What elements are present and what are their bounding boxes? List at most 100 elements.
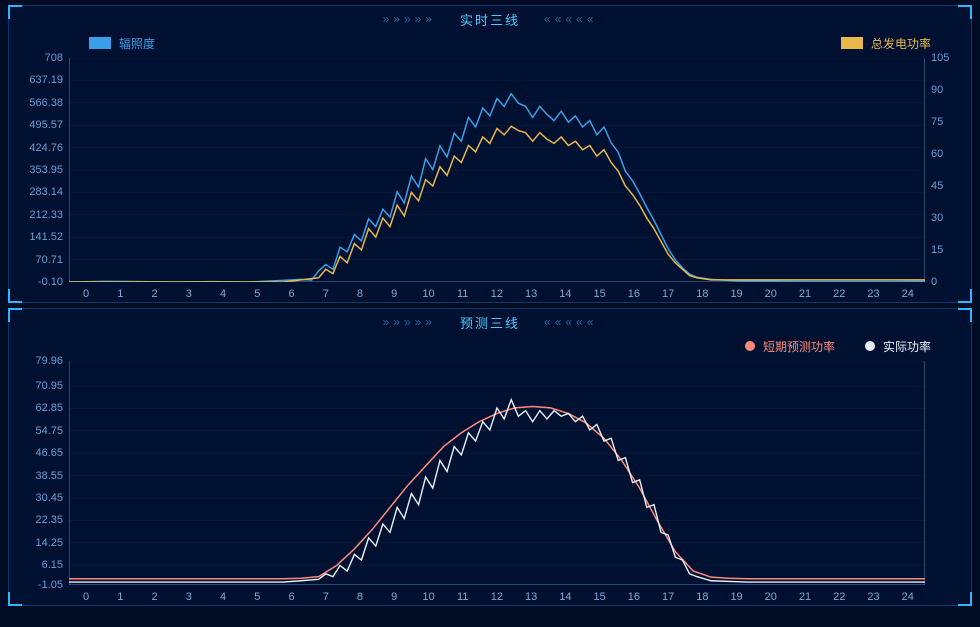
y-tick-label: 424.76 xyxy=(15,142,69,154)
x-tick-label: 5 xyxy=(240,591,274,603)
x-tick-label: 1 xyxy=(103,591,137,603)
y-tick-label: 62.85 xyxy=(15,402,69,414)
x-tick-label: 20 xyxy=(754,591,788,603)
y-tick-label: 105 xyxy=(925,52,965,64)
line-chart xyxy=(69,361,925,585)
y-tick-label: 45 xyxy=(925,180,965,192)
x-tick-label: 10 xyxy=(411,288,445,300)
y-tick-label: 22.35 xyxy=(15,514,69,526)
x-tick-label: 13 xyxy=(514,591,548,603)
corner-decoration xyxy=(958,308,972,322)
y-tick-label: 79.96 xyxy=(15,355,69,367)
legend-label: 实际功率 xyxy=(883,338,931,355)
corner-decoration xyxy=(8,308,22,322)
legend-label: 辐照度 xyxy=(119,35,155,52)
y-tick-label: 38.55 xyxy=(15,470,69,482)
title-bar: »»»»» 实时三线 ««««« xyxy=(9,6,971,32)
deco-right: ««««« xyxy=(544,315,597,329)
legend-item[interactable]: 总发电功率 xyxy=(841,35,931,52)
y-tick-label: 141.52 xyxy=(15,231,69,243)
x-tick-label: 16 xyxy=(617,288,651,300)
x-tick-label: 1 xyxy=(103,288,137,300)
legend: 短期预测功率 实际功率 xyxy=(9,335,971,357)
legend-item[interactable]: 短期预测功率 xyxy=(745,338,835,355)
legend-swatch xyxy=(865,341,875,351)
legend-swatch xyxy=(89,37,111,49)
x-tick-label: 3 xyxy=(172,288,206,300)
x-tick-label: 23 xyxy=(856,591,890,603)
x-tick-label: 0 xyxy=(69,288,103,300)
legend-label: 总发电功率 xyxy=(871,35,931,52)
y-tick-label: 54.75 xyxy=(15,425,69,437)
y-tick-label: 637.19 xyxy=(15,74,69,86)
x-tick-label: 24 xyxy=(891,591,925,603)
y-tick-label: -0.10 xyxy=(15,276,69,288)
x-tick-label: 13 xyxy=(514,288,548,300)
x-tick-label: 12 xyxy=(480,591,514,603)
corner-decoration xyxy=(958,592,972,606)
y-tick-label: 70.71 xyxy=(15,254,69,266)
x-tick-label: 16 xyxy=(617,591,651,603)
legend-label: 短期预测功率 xyxy=(763,338,835,355)
x-tick-label: 7 xyxy=(309,591,343,603)
x-tick-label: 4 xyxy=(206,288,240,300)
x-tick-label: 18 xyxy=(685,591,719,603)
corner-decoration xyxy=(958,289,972,303)
y-tick-label: 283.14 xyxy=(15,186,69,198)
y-tick-label: 708 xyxy=(15,52,69,64)
x-tick-label: 22 xyxy=(822,591,856,603)
x-tick-label: 21 xyxy=(788,288,822,300)
x-tick-label: 14 xyxy=(548,288,582,300)
y-tick-label: 353.95 xyxy=(15,164,69,176)
corner-decoration xyxy=(8,592,22,606)
deco-left: »»»»» xyxy=(383,315,436,329)
deco-right: ««««« xyxy=(544,12,597,26)
legend-swatch xyxy=(745,341,755,351)
x-tick-label: 10 xyxy=(411,591,445,603)
y-tick-label: 75 xyxy=(925,116,965,128)
y-tick-label: 30.45 xyxy=(15,492,69,504)
y-tick-label: 70.95 xyxy=(15,380,69,392)
x-tick-label: 9 xyxy=(377,288,411,300)
x-tick-label: 19 xyxy=(719,288,753,300)
x-tick-label: 0 xyxy=(69,591,103,603)
x-axis-ticks: 0123456789101112131415161718192021222324 xyxy=(69,286,925,300)
y-tick-label: 14.25 xyxy=(15,537,69,549)
line-chart xyxy=(69,58,925,282)
chart-title: 预测三线 xyxy=(460,313,520,332)
x-tick-label: 22 xyxy=(822,288,856,300)
x-tick-label: 20 xyxy=(754,288,788,300)
x-tick-label: 8 xyxy=(343,591,377,603)
chart-panel-forecast: »»»»» 预测三线 ««««« 短期预测功率 实际功率 -1.056.1514.… xyxy=(8,308,972,606)
y-tick-label: 495.57 xyxy=(15,119,69,131)
x-axis-ticks: 0123456789101112131415161718192021222324 xyxy=(69,589,925,603)
chart-area: -1.056.1514.2522.3530.4538.5546.6554.756… xyxy=(69,361,925,585)
x-tick-label: 15 xyxy=(583,288,617,300)
x-tick-label: 11 xyxy=(446,288,480,300)
y-tick-label: 0 xyxy=(925,276,965,288)
y-tick-label: 90 xyxy=(925,84,965,96)
y-tick-label: 30 xyxy=(925,212,965,224)
x-tick-label: 2 xyxy=(137,591,171,603)
x-tick-label: 21 xyxy=(788,591,822,603)
x-tick-label: 6 xyxy=(274,288,308,300)
x-tick-label: 4 xyxy=(206,591,240,603)
y-tick-label: 6.15 xyxy=(15,559,69,571)
chart-panel-realtime: »»»»» 实时三线 ««««« 辐照度 总发电功率 -0.1070.71141… xyxy=(8,5,972,303)
y-tick-label: 60 xyxy=(925,148,965,160)
y-tick-label: 566.38 xyxy=(15,97,69,109)
x-tick-label: 18 xyxy=(685,288,719,300)
deco-left: »»»»» xyxy=(383,12,436,26)
legend-item[interactable]: 辐照度 xyxy=(89,35,155,52)
y-tick-label: 15 xyxy=(925,244,965,256)
title-bar: »»»»» 预测三线 ««««« xyxy=(9,309,971,335)
x-tick-label: 5 xyxy=(240,288,274,300)
x-tick-label: 24 xyxy=(891,288,925,300)
corner-decoration xyxy=(8,289,22,303)
x-tick-label: 15 xyxy=(583,591,617,603)
y-tick-label: 212.33 xyxy=(15,209,69,221)
legend-item[interactable]: 实际功率 xyxy=(865,338,931,355)
x-tick-label: 17 xyxy=(651,288,685,300)
x-tick-label: 8 xyxy=(343,288,377,300)
x-tick-label: 23 xyxy=(856,288,890,300)
